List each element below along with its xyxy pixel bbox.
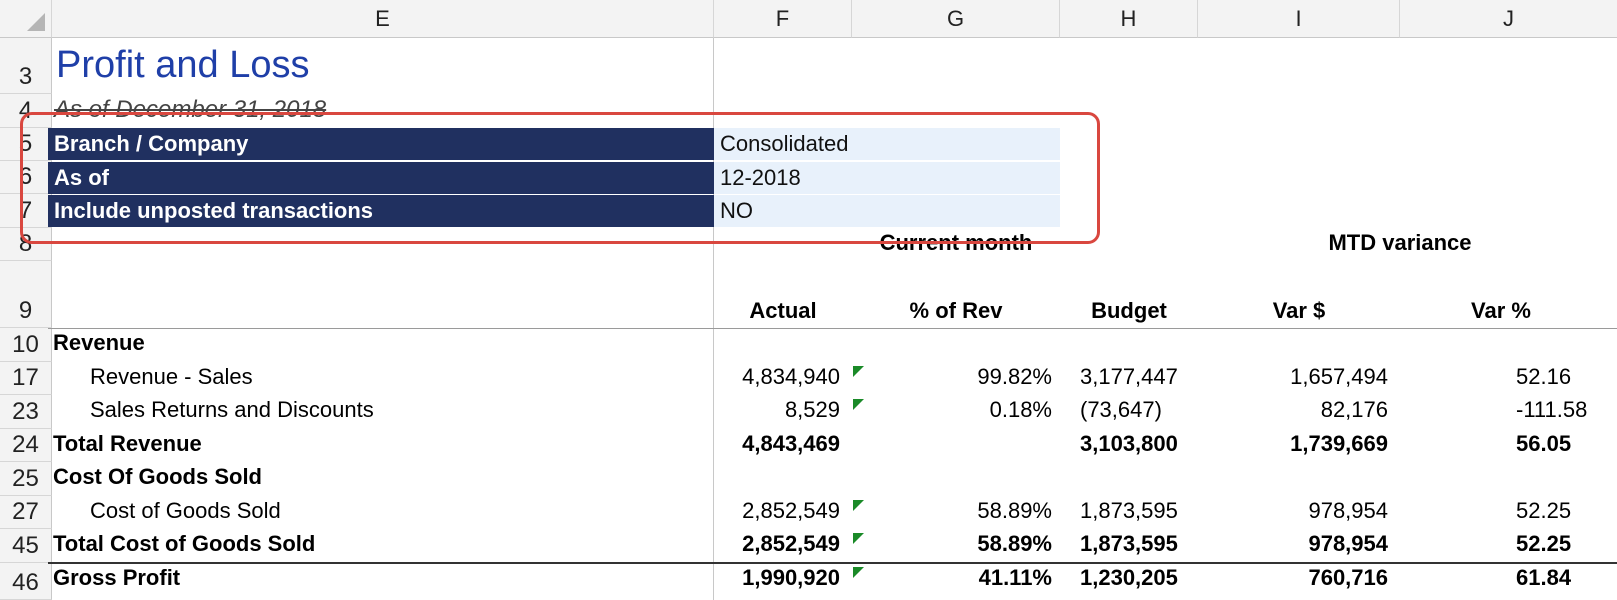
row-label[interactable]: Total Revenue <box>53 431 202 456</box>
error-indicator-icon <box>853 533 864 544</box>
header-rule <box>48 328 1617 329</box>
row-header-17[interactable]: 17 <box>0 362 52 395</box>
row-label[interactable]: Gross Profit <box>53 565 181 590</box>
param-value-as-of[interactable]: 12-2018 <box>714 162 1060 194</box>
col-header-var-amt[interactable]: Var $ <box>1272 298 1326 323</box>
cell-var-amt[interactable]: 978,954 <box>1308 531 1388 556</box>
cell-pct-rev[interactable]: 58.89% <box>977 498 1052 523</box>
error-indicator-icon <box>853 500 864 511</box>
cell-actual[interactable]: 1,990,920 <box>742 565 840 590</box>
cell-budget[interactable]: 3,177,447 <box>1080 364 1178 389</box>
column-header-j[interactable]: J <box>1400 0 1617 38</box>
row-header-45[interactable]: 45 <box>0 529 52 563</box>
highlight-annotation <box>20 112 1100 244</box>
param-value-unposted[interactable]: NO <box>714 195 1060 227</box>
row-label[interactable]: Total Cost of Goods Sold <box>53 531 316 556</box>
error-indicator-icon <box>853 567 864 578</box>
cell-budget[interactable]: 3,103,800 <box>1080 431 1178 456</box>
total-rule <box>48 562 1617 564</box>
cell-budget[interactable]: 1,230,205 <box>1080 565 1178 590</box>
report-title[interactable]: Profit and Loss <box>56 44 310 86</box>
select-all-triangle-icon <box>27 13 45 31</box>
cell-var-pct[interactable]: 52.25 <box>1516 498 1572 523</box>
col-header-var-pct[interactable]: Var % <box>1471 298 1531 323</box>
col-header-pct-rev[interactable]: % of Rev <box>909 298 1003 323</box>
col-header-budget[interactable]: Budget <box>1091 298 1167 323</box>
column-header-e[interactable]: E <box>52 0 714 38</box>
cell-pct-rev[interactable]: 41.11% <box>978 565 1052 590</box>
param-label-unposted[interactable]: Include unposted transactions <box>48 195 714 227</box>
cell-budget[interactable]: (73,647) <box>1080 397 1162 422</box>
cell-actual[interactable]: 8,529 <box>784 397 840 422</box>
cell-var-amt[interactable]: 978,954 <box>1308 498 1388 523</box>
row-header-27[interactable]: 27 <box>0 496 52 529</box>
cell-actual[interactable]: 4,843,469 <box>742 431 840 456</box>
cell-var-pct[interactable]: 52.25 <box>1516 531 1572 556</box>
row-header-10[interactable]: 10 <box>0 328 52 362</box>
cell-var-pct[interactable]: -111.58 <box>1516 397 1588 422</box>
cell-actual[interactable]: 2,852,549 <box>742 531 840 556</box>
cell-actual[interactable]: 2,852,549 <box>742 498 840 523</box>
group-header-mtd-variance[interactable]: MTD variance <box>1328 230 1472 255</box>
error-indicator-icon <box>853 399 864 410</box>
column-header-i[interactable]: I <box>1198 0 1400 38</box>
row-header-46[interactable]: 46 <box>0 563 52 600</box>
param-label-branch[interactable]: Branch / Company <box>48 128 714 160</box>
row-label[interactable]: Cost of Goods Sold <box>90 498 281 523</box>
row-header-25[interactable]: 25 <box>0 462 52 496</box>
cell-pct-rev[interactable]: 58.89% <box>977 531 1052 556</box>
row-header-23[interactable]: 23 <box>0 395 52 429</box>
param-label-as-of[interactable]: As of <box>48 162 714 194</box>
row-label[interactable]: Revenue - Sales <box>90 364 253 389</box>
cell-var-amt[interactable]: 82,176 <box>1320 397 1388 422</box>
cell-budget[interactable]: 1,873,595 <box>1080 498 1178 523</box>
cell-var-pct[interactable]: 52.16 <box>1516 364 1572 389</box>
column-header-h[interactable]: H <box>1060 0 1198 38</box>
cell-var-amt[interactable]: 1,739,669 <box>1290 431 1388 456</box>
cell-pct-rev[interactable]: 99.82% <box>977 364 1052 389</box>
row-label[interactable]: Sales Returns and Discounts <box>90 397 374 422</box>
param-value-branch[interactable]: Consolidated <box>714 128 1060 160</box>
column-header-f[interactable]: F <box>714 0 852 38</box>
cell-actual[interactable]: 4,834,940 <box>742 364 840 389</box>
cell-var-amt[interactable]: 760,716 <box>1308 565 1388 590</box>
cell-var-pct[interactable]: 61.84 <box>1516 565 1572 590</box>
row-header-3[interactable]: 3 <box>0 38 52 94</box>
column-divider <box>713 38 714 600</box>
cell-var-amt[interactable]: 1,657,494 <box>1290 364 1388 389</box>
cell-budget[interactable]: 1,873,595 <box>1080 531 1178 556</box>
col-header-actual[interactable]: Actual <box>749 298 817 323</box>
report-subtitle[interactable]: As of December 31, 2018 <box>54 96 327 123</box>
row-label[interactable]: Cost Of Goods Sold <box>53 464 262 489</box>
select-all-corner[interactable] <box>0 0 52 38</box>
row-label[interactable]: Revenue <box>53 330 145 355</box>
row-header-8[interactable]: 8 <box>0 228 52 261</box>
row-header-24[interactable]: 24 <box>0 429 52 462</box>
cell-var-pct[interactable]: 56.05 <box>1516 431 1572 456</box>
column-header-g[interactable]: G <box>852 0 1060 38</box>
cell-pct-rev[interactable]: 0.18% <box>989 397 1052 422</box>
error-indicator-icon <box>853 366 864 377</box>
row-header-9[interactable]: 9 <box>0 261 52 328</box>
